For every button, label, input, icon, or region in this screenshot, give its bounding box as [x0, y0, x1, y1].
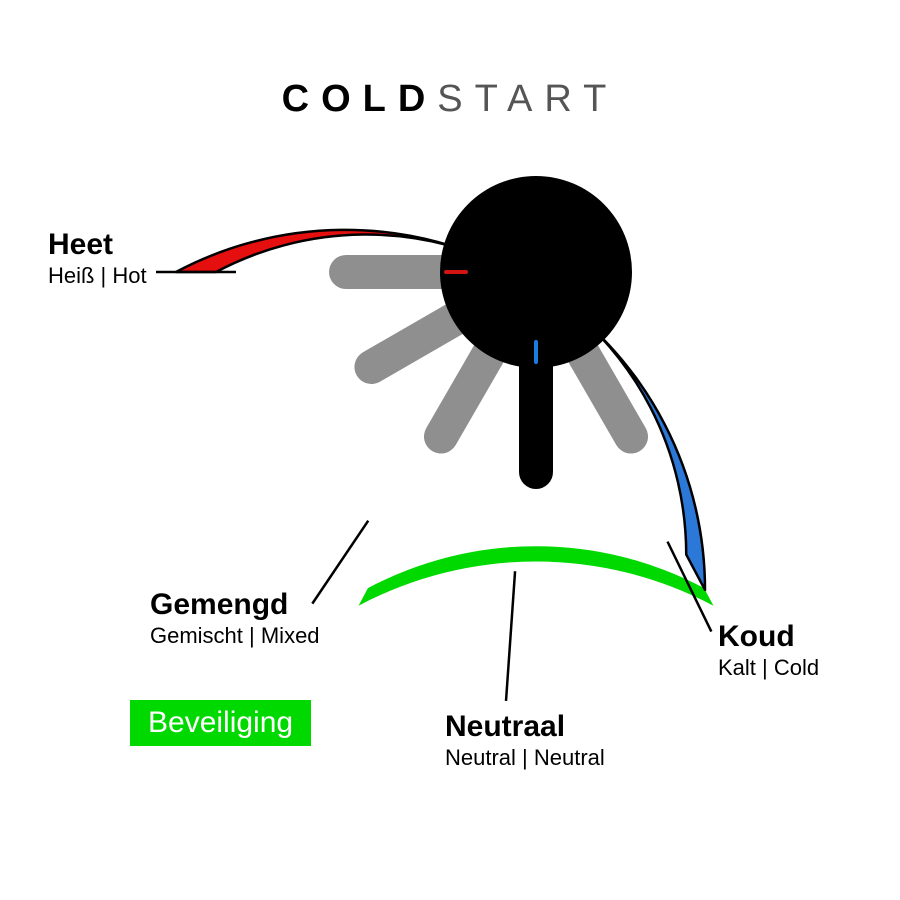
label-koud-primary: Koud	[718, 620, 819, 655]
safety-badge: Beveiliging	[130, 700, 311, 746]
safety-badge-text: Beveiliging	[148, 706, 293, 739]
label-heet-primary: Heet	[48, 228, 147, 263]
label-heet-secondary: Heiß | Hot	[48, 263, 147, 288]
label-gemengd-primary: Gemengd	[150, 588, 320, 623]
label-koud-secondary: Kalt | Cold	[718, 655, 819, 680]
label-gemengd-secondary: Gemischt | Mixed	[150, 623, 320, 648]
safety-arc	[359, 546, 714, 606]
diagram-canvas: COLDSTART Heet Heiß | Hot Gemengd Gemisc…	[0, 0, 900, 900]
label-neutraal-secondary: Neutral | Neutral	[445, 745, 605, 770]
label-neutraal: Neutraal Neutral | Neutral	[445, 710, 605, 770]
label-gemengd: Gemengd Gemischt | Mixed	[150, 588, 320, 648]
label-heet: Heet Heiß | Hot	[48, 228, 147, 288]
label-neutraal-primary: Neutraal	[445, 710, 605, 745]
label-koud: Koud Kalt | Cold	[718, 620, 819, 680]
knob	[440, 176, 632, 368]
